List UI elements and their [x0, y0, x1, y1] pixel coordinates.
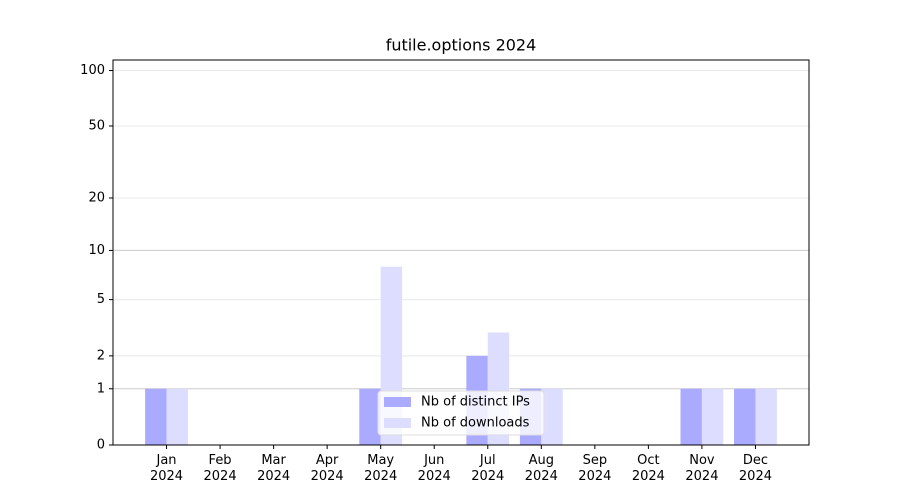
- y-tick-label: 0: [97, 438, 105, 453]
- y-tick-label: 1: [97, 381, 105, 396]
- x-tick-label: Dec 2024: [738, 453, 772, 484]
- x-tick-label: Nov 2024: [685, 453, 719, 484]
- bar: [734, 388, 756, 445]
- y-tick-label: 5: [97, 292, 105, 307]
- y-tick-label: 50: [88, 118, 105, 133]
- legend-box: [377, 390, 545, 436]
- x-tick-label: Aug 2024: [524, 453, 558, 484]
- x-tick-label: Jul 2024: [471, 453, 505, 484]
- chart-title: futile.options 2024: [386, 36, 537, 55]
- bar: [145, 388, 167, 445]
- x-tick-label: Oct 2024: [631, 453, 665, 484]
- bar: [359, 388, 381, 445]
- y-tick-label: 2: [97, 348, 105, 363]
- y-tick-label: 20: [88, 190, 105, 205]
- x-tick-label: Apr 2024: [310, 453, 344, 484]
- x-tick-label: Jan 2024: [149, 453, 184, 484]
- legend-swatch: [384, 418, 411, 428]
- y-tick-label: 10: [88, 243, 105, 258]
- bar: [166, 388, 188, 445]
- bar: [541, 388, 563, 445]
- bar: [701, 388, 724, 445]
- legend-swatch: [384, 397, 411, 407]
- x-tick-label: Mar 2024: [257, 453, 291, 484]
- x-tick-label: May 2024: [364, 453, 398, 484]
- bar: [680, 388, 702, 445]
- y-tick-label: 100: [80, 63, 105, 78]
- legend-label: Nb of distinct IPs: [421, 395, 530, 410]
- x-tick-label: Sep 2024: [578, 453, 612, 484]
- x-tick-label: Jun 2024: [417, 453, 451, 484]
- plot-frame: [112, 59, 810, 446]
- x-tick-label: Feb 2024: [203, 453, 237, 484]
- bar: [755, 388, 777, 445]
- legend-label: Nb of downloads: [421, 416, 530, 431]
